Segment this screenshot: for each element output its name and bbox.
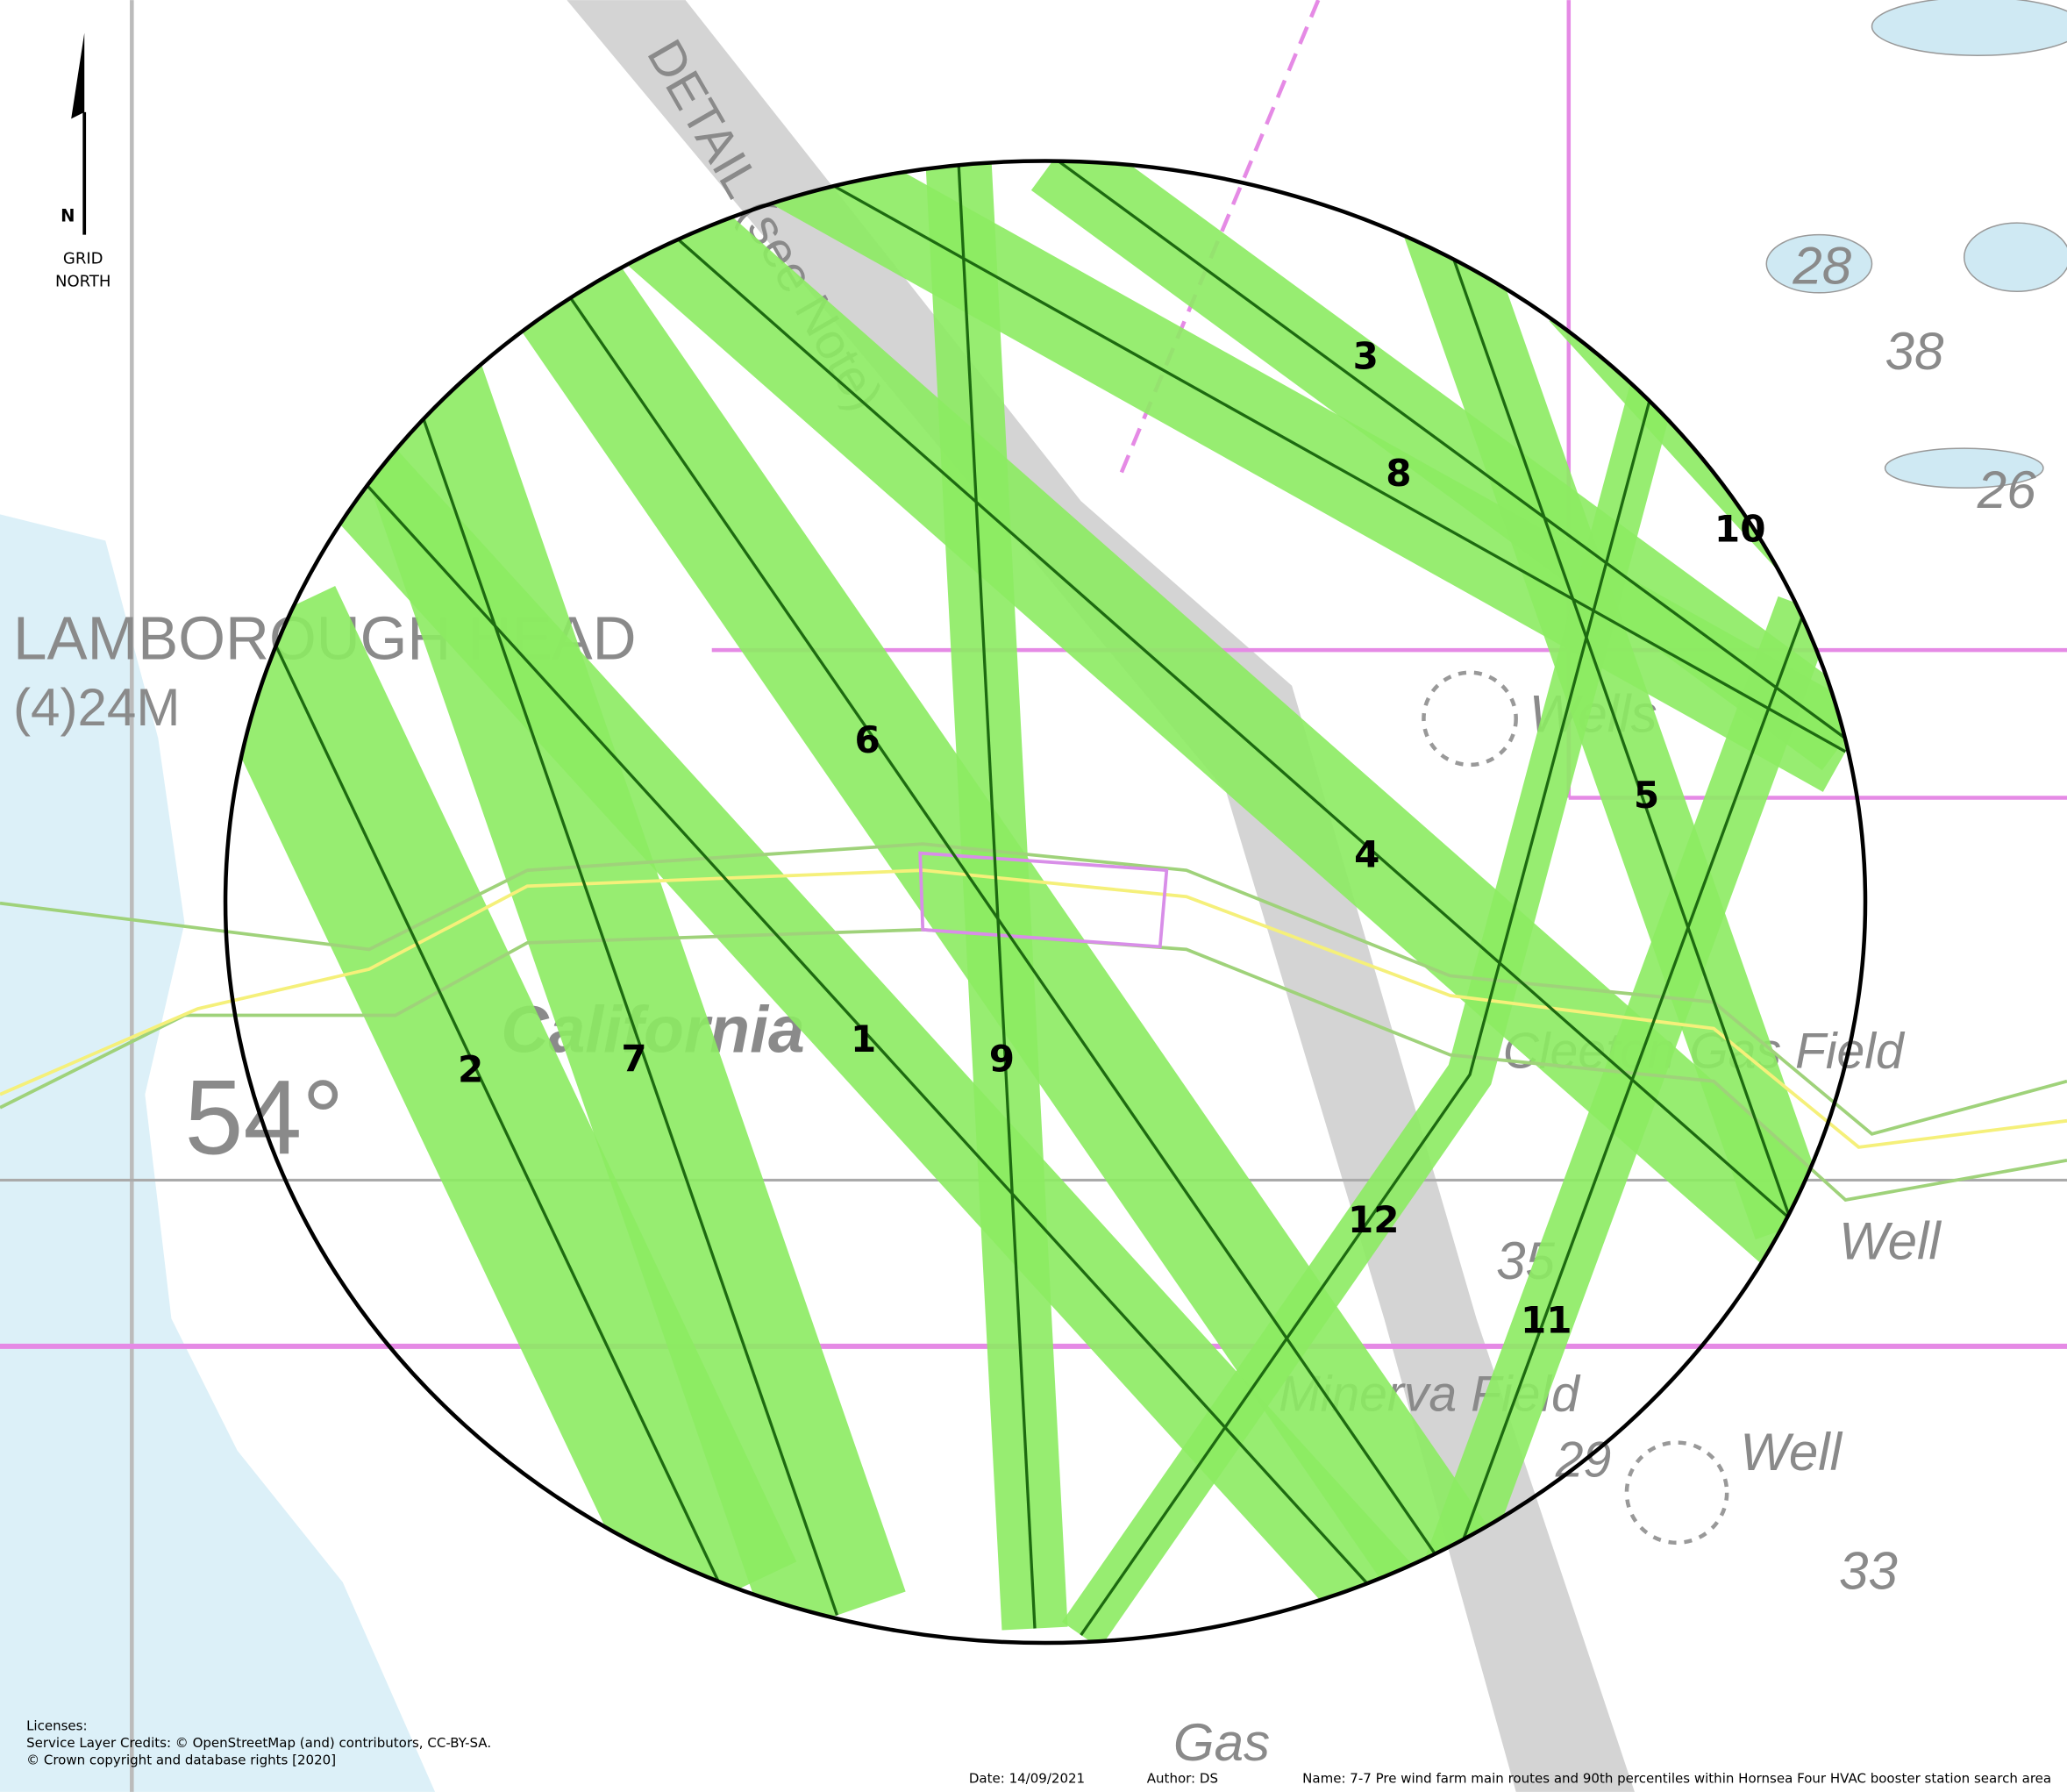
route-line (1448, 605, 1807, 1576)
north-caption: NORTH (55, 272, 110, 290)
route-line (1080, 382, 1657, 1636)
route-label: 3 (1353, 334, 1379, 377)
shoal (1871, 0, 2067, 56)
route-line (645, 210, 1807, 1234)
route-label: 8 (1386, 452, 1411, 495)
north-arrow: N GRID NORTH (55, 32, 110, 290)
depth-label: 33 (1839, 1541, 1898, 1600)
shoal (1964, 222, 2067, 293)
map-label: Well (1839, 1212, 1942, 1271)
route-label: 12 (1348, 1198, 1400, 1241)
corridor-centre (0, 868, 2067, 1149)
route-label: 1 (851, 1017, 876, 1060)
cable-corridor (0, 842, 2067, 1202)
route-lines (262, 161, 1860, 1636)
north-letter: N (61, 206, 75, 226)
detail-band (567, 0, 1635, 1792)
license-text: Service Layer Credits: © OpenStreetMap (… (26, 1735, 491, 1751)
map-label: Well (1740, 1423, 1842, 1481)
corridor-edge (0, 842, 2067, 1136)
author: Author: DS (1147, 1770, 1218, 1786)
route-label: 6 (854, 718, 880, 761)
route-label: 5 (1634, 774, 1659, 817)
route-label: 11 (1521, 1298, 1572, 1341)
route-line (1435, 211, 1794, 1227)
map-label: 54° (184, 1059, 344, 1176)
map-name: Name: 7-7 Pre wind farm main routes and … (1302, 1770, 2051, 1786)
route-label: 10 (1714, 507, 1766, 550)
search-area (918, 851, 1169, 949)
depth-label: 28 (1792, 236, 1851, 295)
route-label: 7 (621, 1038, 646, 1081)
shoal (1884, 447, 2044, 489)
north-caption: GRID (63, 250, 103, 268)
well-symbol (1422, 670, 1518, 767)
study-boundary (223, 159, 1868, 1646)
license-text: Licenses: (26, 1717, 88, 1733)
depth-label: 26 (1977, 460, 2036, 519)
route-label: 9 (989, 1038, 1015, 1081)
depth-label: 38 (1885, 322, 1944, 381)
route-line (1053, 161, 1847, 740)
route-label: 2 (458, 1048, 483, 1091)
route-line (262, 618, 727, 1596)
route-line (783, 161, 1847, 753)
date: Date: 14/09/2021 (969, 1770, 1085, 1786)
sea (0, 514, 436, 1792)
route-line (344, 460, 1386, 1603)
license-text: © Crown copyright and database rights [2… (26, 1752, 336, 1767)
well-symbol (1624, 1440, 1729, 1546)
route-label: 4 (1354, 833, 1379, 876)
map-label: (4)24M (13, 678, 180, 737)
route-line (407, 375, 839, 1617)
route-line (957, 161, 1037, 1629)
map-label: Gas (1173, 1713, 1270, 1772)
shoal (1765, 233, 1873, 294)
footer: Licenses: Service Layer Credits: © OpenS… (26, 1717, 2051, 1786)
